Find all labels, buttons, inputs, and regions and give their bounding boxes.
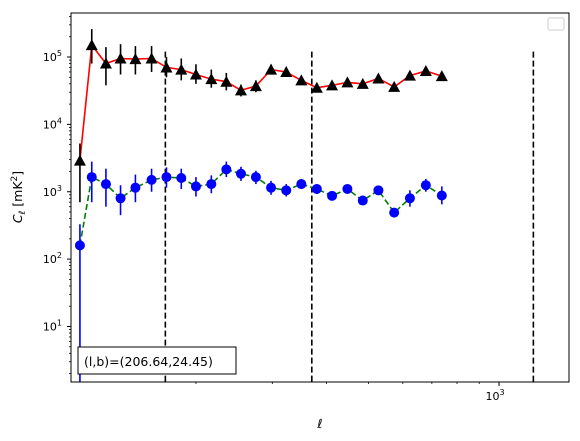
- data-point: [357, 195, 368, 206]
- data-point: [310, 81, 323, 93]
- data-point: [221, 164, 232, 175]
- series-triangle: [73, 29, 448, 203]
- data-point: [373, 185, 384, 196]
- data-point: [419, 64, 432, 76]
- data-point: [341, 76, 354, 88]
- data-point: [85, 39, 98, 51]
- plot-frame: [70, 12, 570, 383]
- data-point: [249, 80, 262, 92]
- data-point: [175, 63, 188, 75]
- data-point: [160, 61, 173, 73]
- data-point: [161, 172, 172, 183]
- y-tick-label: 101: [43, 318, 62, 333]
- data-point: [388, 80, 401, 92]
- data-point: [327, 190, 338, 201]
- annotation-box: [77, 346, 237, 375]
- data-point: [190, 181, 201, 192]
- data-point: [205, 73, 218, 85]
- data-point: [234, 84, 247, 96]
- y-axis-label: Cℓ [mK2]: [10, 171, 28, 223]
- data-point: [250, 172, 261, 183]
- data-point: [115, 193, 126, 204]
- data-point: [356, 77, 369, 89]
- data-point: [146, 174, 157, 185]
- data-point: [86, 172, 97, 183]
- data-point: [403, 69, 416, 81]
- data-point: [130, 182, 141, 193]
- y-tick-label: 103: [43, 184, 62, 199]
- data-point: [235, 168, 246, 179]
- y-tick-label: 104: [43, 116, 62, 131]
- data-point: [100, 179, 111, 190]
- data-point: [114, 52, 127, 64]
- data-point: [435, 70, 448, 82]
- data-point: [129, 53, 142, 65]
- data-point: [73, 154, 86, 166]
- x-axis-label: ℓ: [316, 416, 322, 431]
- y-tick-label: 105: [43, 49, 62, 64]
- data-point: [342, 183, 353, 194]
- data-point: [280, 65, 293, 77]
- data-point: [295, 74, 308, 86]
- chart-series: [73, 29, 448, 382]
- data-point: [189, 68, 202, 80]
- data-point: [296, 179, 307, 190]
- axis-ticks: 101 102 103 104 105 103: [43, 16, 505, 403]
- chart-vlines: [164, 51, 535, 382]
- coordinate-annotation: (l,b)=(206.64,24.45): [77, 346, 237, 375]
- data-point: [326, 79, 339, 91]
- data-point: [265, 63, 278, 75]
- series-line: [79, 168, 443, 246]
- data-point: [266, 182, 277, 193]
- series-circle: [74, 161, 447, 382]
- legend-box: [547, 17, 565, 31]
- data-point: [281, 185, 292, 196]
- data-point: [420, 180, 431, 191]
- data-point: [436, 190, 447, 201]
- data-point: [206, 179, 217, 190]
- data-point: [99, 57, 112, 69]
- x-tick-label: 103: [485, 388, 504, 403]
- data-point: [145, 52, 158, 64]
- data-point: [176, 172, 187, 183]
- y-tick-label: 102: [43, 251, 62, 266]
- data-point: [311, 183, 322, 194]
- annotation-text: (l,b)=(206.64,24.45): [84, 354, 213, 369]
- data-point: [74, 240, 85, 251]
- data-point: [389, 207, 400, 218]
- data-point: [404, 193, 415, 204]
- data-point: [220, 75, 233, 87]
- data-point: [372, 72, 385, 84]
